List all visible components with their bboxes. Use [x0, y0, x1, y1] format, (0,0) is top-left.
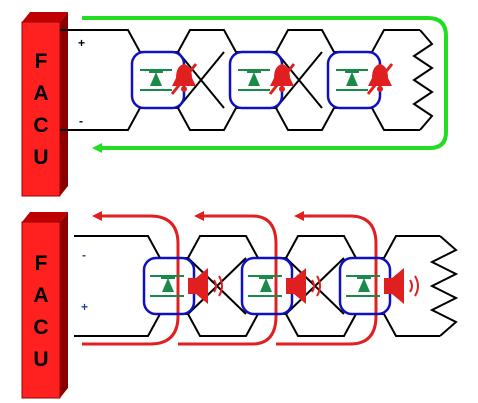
speaker-icon	[286, 268, 306, 304]
diode-icon	[161, 277, 175, 292]
notification-device	[338, 256, 419, 316]
notification-device	[326, 50, 394, 110]
facu-letter: F	[34, 50, 48, 73]
terminal-negative-label: -	[82, 248, 86, 262]
facu-letter: C	[33, 114, 49, 137]
sound-waves-icon	[213, 275, 223, 297]
panel-normal	[21, 12, 448, 197]
diode-icon	[149, 71, 163, 86]
facu-box	[21, 212, 68, 399]
speaker-icon	[384, 268, 404, 304]
facu-letter: A	[33, 82, 49, 105]
diode-icon	[247, 71, 261, 86]
sound-waves-icon	[311, 275, 321, 297]
muted-bell-icon	[366, 63, 394, 95]
facu-letter: A	[33, 284, 49, 307]
facu-box	[21, 12, 68, 197]
facu-letter: F	[34, 252, 48, 275]
panel-alarm	[21, 211, 459, 399]
diode-icon	[357, 277, 371, 292]
notification-device	[228, 50, 296, 110]
speaker-icon	[188, 268, 208, 304]
alarm-current-arrows	[82, 211, 378, 346]
notification-device	[240, 256, 321, 316]
terminal-positive-label: +	[78, 36, 86, 50]
facu-letter: U	[33, 146, 49, 169]
muted-bell-icon	[170, 63, 198, 95]
diode-icon	[259, 277, 273, 292]
terminal-positive-label: +	[81, 300, 89, 314]
supervisory-current-arrow	[82, 16, 448, 153]
terminal-negative-label: -	[79, 114, 83, 128]
facu-letter: C	[33, 316, 49, 339]
facu-letter: U	[33, 348, 49, 371]
diode-icon	[345, 71, 359, 86]
notification-device	[142, 256, 223, 316]
sound-waves-icon	[409, 275, 419, 297]
muted-bell-icon	[268, 63, 296, 95]
notification-device	[130, 50, 198, 110]
